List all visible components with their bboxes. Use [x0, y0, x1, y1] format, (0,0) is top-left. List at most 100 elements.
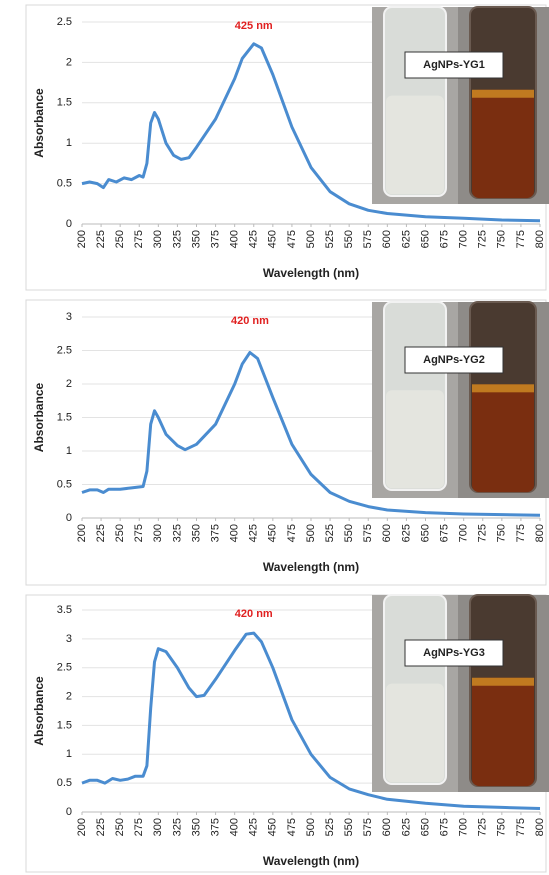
- x-tick-label: 625: [400, 524, 412, 542]
- brown-meniscus: [472, 384, 534, 392]
- x-tick-label: 225: [95, 230, 107, 248]
- x-tick-label: 675: [438, 818, 450, 836]
- y-tick-label: 2: [66, 56, 72, 68]
- x-axis-title: Wavelength (nm): [263, 266, 359, 280]
- x-tick-label: 575: [362, 230, 374, 248]
- x-tick-label: 525: [324, 524, 336, 542]
- x-tick-label: 750: [496, 524, 508, 542]
- x-tick-label: 775: [515, 818, 527, 836]
- x-tick-label: 275: [133, 818, 145, 836]
- sample-label: AgNPs-YG1: [423, 59, 485, 71]
- x-tick-label: 525: [324, 818, 336, 836]
- y-tick-label: 2.5: [57, 662, 72, 674]
- x-tick-label: 675: [438, 524, 450, 542]
- x-tick-label: 750: [496, 818, 508, 836]
- x-tick-label: 775: [515, 524, 527, 542]
- y-tick-label: 2.5: [57, 344, 72, 356]
- brown-liquid: [472, 678, 534, 786]
- brown-meniscus: [472, 90, 534, 98]
- x-tick-label: 375: [209, 524, 221, 542]
- peak-annotation: 420 nm: [231, 315, 269, 327]
- peak-annotation: 425 nm: [235, 20, 273, 32]
- y-tick-label: 0.5: [57, 178, 72, 190]
- x-tick-label: 500: [305, 230, 317, 248]
- x-tick-label: 450: [267, 818, 279, 836]
- y-tick-label: 0.5: [57, 777, 72, 789]
- x-tick-label: 750: [496, 230, 508, 248]
- x-tick-label: 475: [286, 524, 298, 542]
- clear-liquid: [386, 684, 444, 783]
- x-tick-label: 400: [229, 524, 241, 542]
- x-tick-label: 700: [458, 818, 470, 836]
- x-tick-label: 625: [400, 818, 412, 836]
- x-tick-label: 450: [267, 230, 279, 248]
- x-tick-label: 575: [362, 818, 374, 836]
- x-tick-label: 200: [76, 818, 88, 836]
- x-tick-label: 650: [419, 230, 431, 248]
- x-tick-label: 200: [76, 524, 88, 542]
- x-tick-label: 425: [248, 818, 260, 836]
- y-tick-label: 1.5: [57, 719, 72, 731]
- x-tick-label: 600: [381, 524, 393, 542]
- x-tick-label: 700: [458, 524, 470, 542]
- y-tick-label: 1.5: [57, 411, 72, 423]
- x-tick-label: 800: [534, 524, 546, 542]
- x-tick-label: 725: [477, 230, 489, 248]
- x-tick-label: 600: [381, 818, 393, 836]
- x-tick-label: 375: [209, 818, 221, 836]
- x-tick-label: 350: [190, 818, 202, 836]
- x-tick-label: 250: [114, 524, 126, 542]
- brown-meniscus: [472, 678, 534, 686]
- x-tick-label: 800: [534, 818, 546, 836]
- y-tick-label: 0.5: [57, 478, 72, 490]
- y-axis-title: Absorbance: [32, 383, 46, 453]
- x-tick-label: 450: [267, 524, 279, 542]
- x-tick-label: 200: [76, 230, 88, 248]
- brown-liquid: [472, 90, 534, 198]
- x-tick-label: 250: [114, 230, 126, 248]
- y-axis-title: Absorbance: [32, 676, 46, 746]
- clear-liquid: [386, 390, 444, 488]
- x-tick-label: 550: [343, 818, 355, 836]
- y-tick-label: 3.5: [57, 604, 72, 616]
- x-tick-label: 375: [209, 230, 221, 248]
- brown-liquid: [472, 384, 534, 492]
- y-tick-label: 1.5: [57, 97, 72, 109]
- x-tick-label: 725: [477, 818, 489, 836]
- y-tick-label: 0: [66, 218, 72, 230]
- x-tick-label: 650: [419, 818, 431, 836]
- x-tick-label: 400: [229, 818, 241, 836]
- y-tick-label: 0: [66, 512, 72, 524]
- x-tick-label: 575: [362, 524, 374, 542]
- x-tick-label: 300: [152, 230, 164, 248]
- x-tick-label: 675: [438, 230, 450, 248]
- x-tick-label: 625: [400, 230, 412, 248]
- x-tick-label: 325: [171, 524, 183, 542]
- y-tick-label: 1: [66, 445, 72, 457]
- x-tick-label: 225: [95, 818, 107, 836]
- x-tick-label: 275: [133, 524, 145, 542]
- x-tick-label: 475: [286, 818, 298, 836]
- y-axis-title: Absorbance: [32, 88, 46, 158]
- y-tick-label: 2: [66, 690, 72, 702]
- x-tick-label: 325: [171, 230, 183, 248]
- x-tick-label: 400: [229, 230, 241, 248]
- x-tick-label: 250: [114, 818, 126, 836]
- x-tick-label: 525: [324, 230, 336, 248]
- x-axis-title: Wavelength (nm): [263, 854, 359, 868]
- x-tick-label: 650: [419, 524, 431, 542]
- x-tick-label: 350: [190, 524, 202, 542]
- x-tick-label: 550: [343, 524, 355, 542]
- y-tick-label: 0: [66, 806, 72, 818]
- x-tick-label: 275: [133, 230, 145, 248]
- peak-annotation: 420 nm: [235, 608, 273, 620]
- clear-liquid: [386, 96, 444, 194]
- x-tick-label: 425: [248, 524, 260, 542]
- sample-label: AgNPs-YG2: [423, 354, 485, 366]
- figure: 00.511.522.52002252502753003253503754004…: [0, 0, 549, 875]
- x-tick-label: 300: [152, 818, 164, 836]
- y-tick-label: 2.5: [57, 16, 72, 28]
- x-tick-label: 775: [515, 230, 527, 248]
- x-tick-label: 300: [152, 524, 164, 542]
- x-tick-label: 600: [381, 230, 393, 248]
